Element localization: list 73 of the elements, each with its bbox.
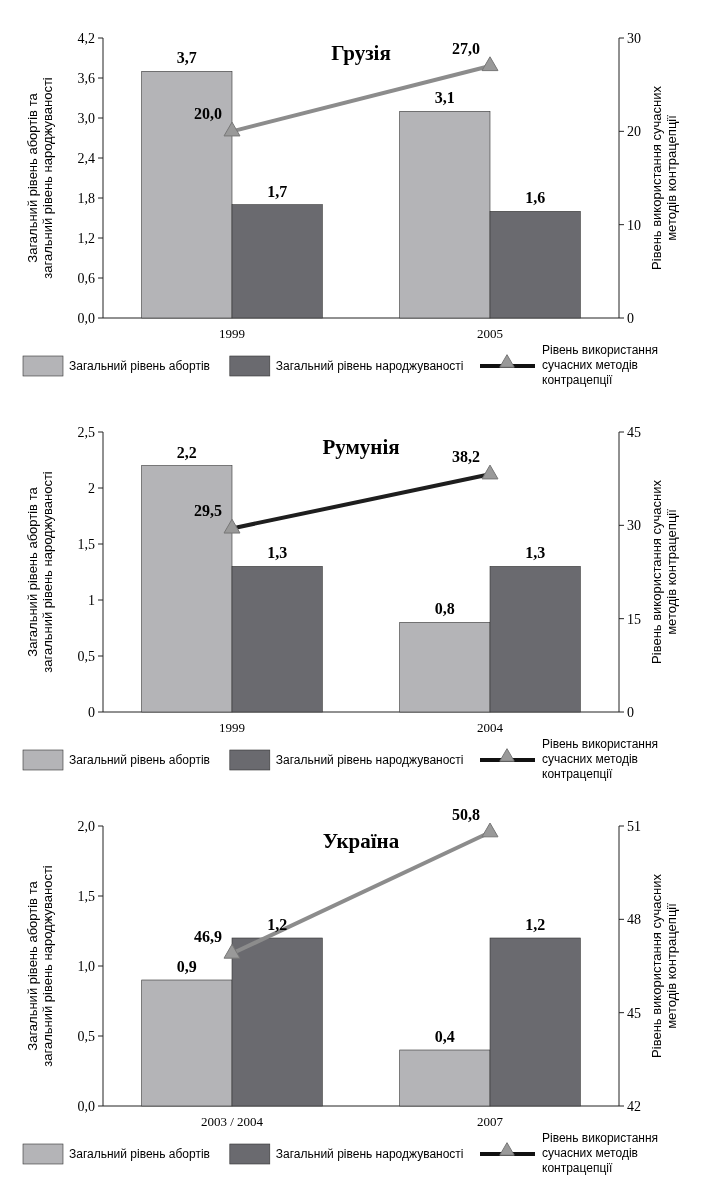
- legend-label: Рівень використання сучасних методів контрацепції: [542, 737, 659, 781]
- y2-tick-label: 0: [627, 705, 634, 720]
- y2-axis-title: Рівень використання сучасних методів контрацепції: [649, 873, 679, 1058]
- x-tick-label: 2005: [477, 326, 503, 341]
- y-tick-label: 0,0: [77, 311, 95, 326]
- y-tick-label: 1,5: [77, 889, 95, 904]
- y-tick-label: 1,8: [77, 191, 95, 206]
- y2-tick-label: 30: [627, 31, 641, 46]
- y-tick-label: 2,5: [77, 425, 95, 440]
- x-tick-label: 2004: [477, 720, 504, 735]
- y-tick-label: 2,4: [77, 151, 95, 166]
- y-tick-label: 3,6: [77, 71, 95, 86]
- y-tick-label: 2,0: [77, 819, 95, 834]
- y-tick-label: 0: [88, 705, 95, 720]
- data-label: 3,1: [434, 89, 455, 107]
- data-label: 0,4: [434, 1028, 455, 1045]
- y2-tick-label: 20: [627, 124, 641, 140]
- y2-tick-label: 10: [627, 217, 641, 233]
- legend-label: Загальний рівень народжуваності: [275, 359, 464, 373]
- x-tick-label: 1999: [219, 326, 245, 341]
- chart-title: Грузія: [331, 41, 391, 65]
- data-label: 3,7: [176, 49, 197, 67]
- legend-label: Загальний рівень абортів: [69, 359, 210, 373]
- y-tick-label: 3,0: [77, 111, 95, 126]
- data-label: 1,3: [525, 544, 546, 562]
- y-tick-label: 0,5: [77, 649, 95, 664]
- chart-title: Румунія: [322, 435, 400, 459]
- legend-label: Рівень використання сучасних методів контрацепції: [542, 1131, 659, 1175]
- y2-tick-label: 15: [627, 611, 641, 627]
- data-label: 29,5: [194, 502, 222, 520]
- data-label: 2,2: [176, 443, 197, 461]
- y-tick-label: 2: [88, 481, 95, 496]
- legend-label: Загальний рівень народжуваності: [275, 1147, 464, 1161]
- y-axis-title: Загальний рівень абортів та загальний рівень народжуваності: [25, 77, 55, 279]
- data-label: 1,2: [525, 916, 546, 933]
- data-label: 0,8: [434, 600, 455, 618]
- y-tick-label: 1,0: [77, 959, 95, 974]
- y2-tick-label: 30: [627, 518, 641, 534]
- y-tick-label: 1: [88, 593, 95, 608]
- y-axis-title: Загальний рівень абортів та загальний рівень народжуваності: [25, 471, 55, 673]
- legend-label: Загальний рівень народжуваності: [275, 753, 464, 767]
- y2-axis-title: Рівень використання сучасних методів контрацепції: [649, 85, 679, 270]
- data-label: 1,7: [267, 182, 288, 200]
- legend-label: Рівень використання сучасних методів контрацепції: [542, 343, 659, 387]
- data-label: 50,8: [452, 806, 480, 824]
- y2-tick-label: 45: [627, 425, 641, 440]
- x-tick-label: 2003 / 2004: [200, 1114, 264, 1129]
- y-tick-label: 4,2: [77, 31, 95, 46]
- y2-tick-label: 51: [627, 819, 641, 834]
- data-label: 1,2: [267, 916, 288, 933]
- y-tick-label: 0,0: [77, 1099, 95, 1114]
- data-label: 1,3: [267, 544, 288, 562]
- y2-tick-label: 42: [627, 1099, 641, 1114]
- y-tick-label: 1,2: [77, 231, 95, 246]
- data-label: 20,0: [194, 105, 222, 123]
- y-tick-label: 0,5: [77, 1029, 95, 1044]
- y2-tick-label: 45: [627, 1005, 641, 1021]
- data-label: 1,6: [525, 189, 546, 207]
- legend-label: Загальний рівень абортів: [69, 1147, 210, 1161]
- data-label: 38,2: [452, 448, 480, 466]
- y2-tick-label: 0: [627, 311, 634, 326]
- y-tick-label: 1,5: [77, 537, 95, 552]
- data-label: 27,0: [452, 40, 480, 57]
- x-tick-label: 2007: [477, 1114, 504, 1129]
- chart-title: Україна: [322, 829, 400, 853]
- y2-tick-label: 48: [627, 912, 641, 928]
- y-axis-title: Загальний рівень абортів та загальний рівень народжуваності: [25, 865, 55, 1067]
- legend-label: Загальний рівень абортів: [69, 753, 210, 767]
- data-label: 46,9: [194, 927, 222, 945]
- x-tick-label: 1999: [219, 720, 245, 735]
- y2-axis-title: Рівень використання сучасних методів контрацепції: [649, 479, 679, 664]
- data-label: 0,9: [176, 958, 197, 975]
- y-tick-label: 0,6: [77, 271, 95, 286]
